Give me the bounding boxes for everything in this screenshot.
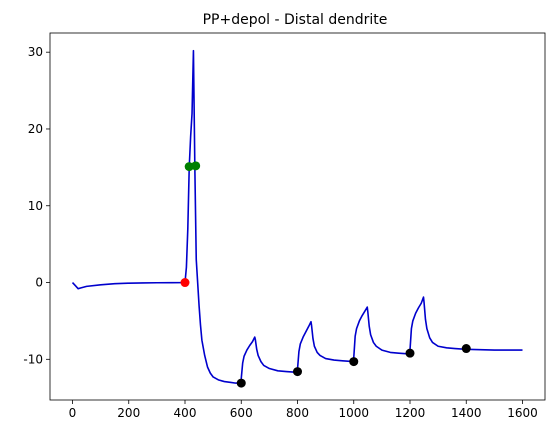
y-tick-label: 10 (28, 199, 43, 213)
black-marker (406, 349, 415, 358)
y-tick-label: 30 (28, 45, 43, 59)
black-marker (237, 379, 246, 388)
y-tick-label: 0 (35, 276, 43, 290)
y-axis: -10 0 10 20 30 (23, 45, 50, 366)
red-marker (181, 278, 190, 287)
plot-frame (50, 33, 545, 400)
black-marker (462, 344, 471, 353)
y-tick-label: -10 (23, 352, 43, 366)
x-tick-label: 1400 (451, 406, 482, 420)
x-tick-label: 1000 (338, 406, 369, 420)
x-tick-label: 1200 (395, 406, 426, 420)
y-tick-label: 20 (28, 122, 43, 136)
x-tick-label: 200 (117, 406, 140, 420)
green-marker (191, 161, 200, 170)
x-tick-label: 0 (69, 406, 77, 420)
series-line (73, 51, 523, 383)
x-tick-label: 1600 (507, 406, 538, 420)
x-tick-label: 600 (230, 406, 253, 420)
chart-title: PP+depol - Distal dendrite (203, 12, 388, 28)
markers (181, 161, 471, 387)
x-tick-label: 800 (286, 406, 309, 420)
x-axis: 0 200 400 600 800 1000 1200 1400 1600 (69, 400, 538, 420)
x-tick-label: 400 (174, 406, 197, 420)
black-marker (293, 367, 302, 376)
black-marker (349, 357, 358, 366)
